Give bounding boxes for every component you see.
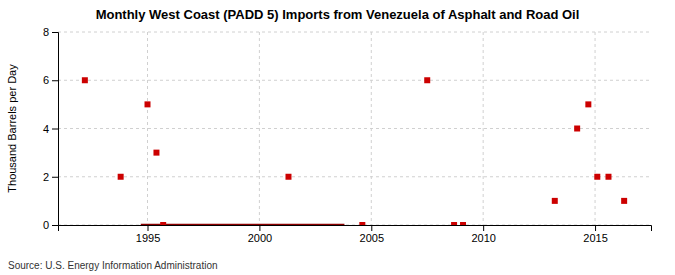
tick-label: 4 (43, 123, 49, 135)
point (160, 222, 166, 225)
tick: 0 (43, 219, 58, 231)
tick: 2005 (360, 225, 384, 244)
tick-label: 2010 (471, 232, 495, 244)
annotation: Source: U.S. Energy Information Administ… (8, 260, 218, 271)
tick: 2015 (583, 225, 607, 244)
grid-line-y (58, 80, 651, 81)
point (574, 126, 580, 132)
tick-mark (483, 225, 484, 231)
tick-mark (52, 80, 58, 81)
tick-mark (52, 225, 58, 226)
tick-label: 6 (43, 74, 49, 86)
grid-line-x (483, 32, 484, 225)
tick-mark (52, 177, 58, 178)
point (285, 174, 291, 180)
point (552, 198, 558, 204)
chart-svg: 1995 2000 2005 2010 2015 0 2 4 6 8 Monthly West Co… (0, 0, 675, 275)
tick: 2000 (248, 225, 272, 244)
axis-line (59, 226, 652, 232)
point (153, 150, 159, 156)
tick-label: 1995 (136, 232, 160, 244)
tick-mark (52, 32, 58, 33)
tick-label: 2015 (583, 232, 607, 244)
point (82, 77, 88, 83)
point (605, 174, 611, 180)
y-axis: 0 2 4 6 8 (43, 26, 59, 231)
point (585, 101, 591, 107)
axis-line (52, 33, 59, 226)
tick-label: 0 (43, 219, 49, 231)
grid-line-x (259, 32, 260, 225)
tick: 1995 (136, 225, 160, 244)
title: Monthly West Coast (PADD 5) Imports from… (96, 7, 580, 22)
tick: 6 (43, 74, 58, 86)
chart-container: 1995 2000 2005 2010 2015 0 2 4 6 8 Monthly West Co… (0, 0, 675, 275)
tick: 2 (43, 171, 58, 183)
plot-area (82, 77, 627, 225)
grid-line-y (58, 128, 651, 129)
line (141, 224, 345, 225)
grid-line-x (371, 32, 372, 225)
grid (58, 32, 651, 225)
x-axis: 1995 2000 2005 2010 2015 (59, 225, 652, 244)
point (118, 174, 124, 180)
point (145, 101, 151, 107)
tick-label: 2 (43, 171, 49, 183)
y-axis-title: Thousand Barrels per Day (6, 64, 18, 193)
point (451, 222, 457, 225)
point (621, 198, 627, 204)
point (460, 222, 466, 225)
grid-line-x (147, 32, 148, 225)
tick-mark (259, 225, 260, 231)
tick-label: 2005 (360, 232, 384, 244)
point (424, 77, 430, 83)
point (594, 174, 600, 180)
tick-mark (371, 225, 372, 231)
tick-label: 2000 (248, 232, 272, 244)
tick-mark (52, 129, 58, 130)
tick-mark (148, 225, 149, 231)
tick-label: 8 (43, 26, 49, 38)
tick: 4 (43, 123, 58, 135)
grid-line-x (595, 32, 596, 225)
grid-line-y (58, 176, 651, 177)
tick: 8 (43, 26, 58, 38)
tick-mark (595, 225, 596, 231)
point (359, 222, 365, 225)
tick: 2010 (471, 225, 495, 244)
grid-line-y (58, 32, 651, 33)
